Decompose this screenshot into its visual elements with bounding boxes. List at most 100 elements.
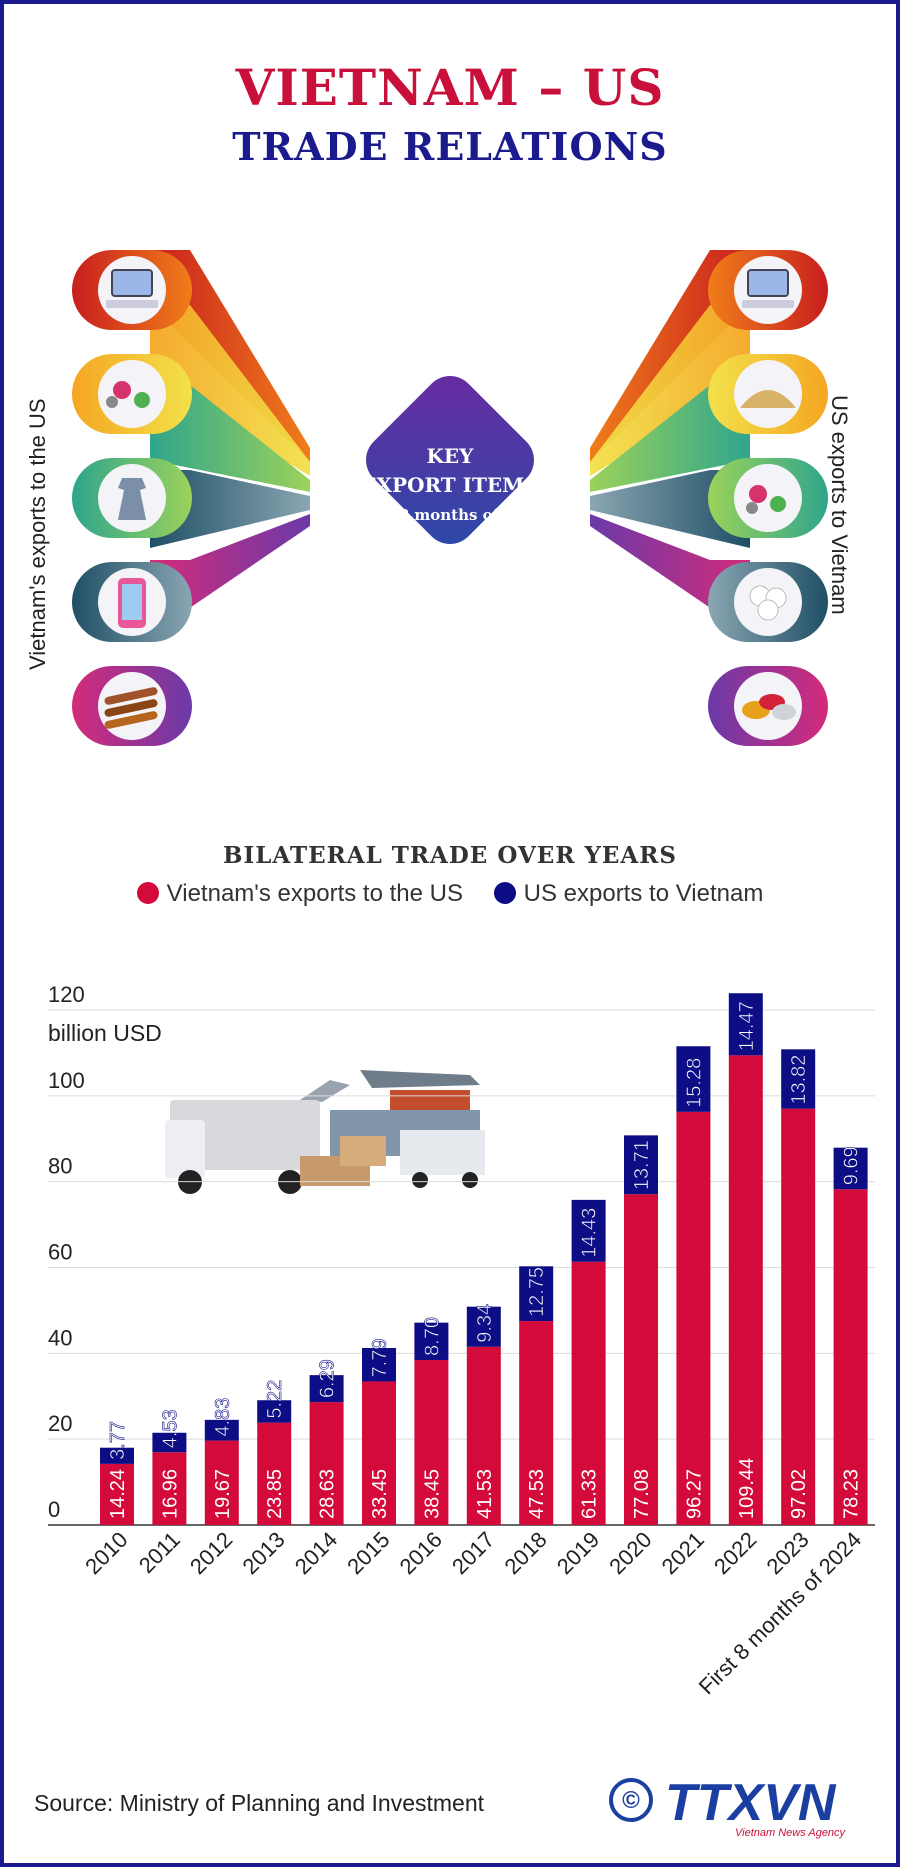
bar-us-exports [152, 1432, 187, 1453]
data-label-vn-exports: 77.08 [631, 1469, 653, 1519]
chart-legend: Vietnam's exports to the US US exports t… [0, 880, 900, 908]
data-label-vn-exports: 33.45 [369, 1469, 391, 1519]
chart-title: BILATERAL TRADE OVER YEARS [223, 842, 677, 869]
bar-us-exports [833, 1147, 868, 1190]
y-tick-label: 20 [48, 1411, 72, 1436]
right-item-cotton [708, 562, 828, 642]
page-title: VIETNAM – US [235, 58, 665, 117]
source-note: Source: Ministry of Planning and Investm… [34, 1790, 485, 1816]
x-tick-label: 2016 [395, 1527, 447, 1579]
bar-vn-exports [728, 1055, 763, 1525]
bar-vn-exports [152, 1452, 187, 1525]
y-tick-label: 40 [48, 1325, 72, 1350]
bar-vn-exports [624, 1194, 658, 1525]
bar-vn-exports [414, 1359, 449, 1525]
bar-us-exports [728, 993, 763, 1056]
legend-dot-red [136, 882, 159, 904]
x-tick-label: 2021 [657, 1527, 709, 1579]
bar-us-exports [100, 1447, 134, 1464]
data-label-us-exports: 8.70 [421, 1317, 443, 1356]
logo-text: TTXVN [665, 1774, 837, 1832]
bar-us-exports [309, 1375, 344, 1403]
bar-vn-exports [571, 1261, 606, 1525]
left-fan-1 [150, 250, 310, 462]
data-label-vn-exports: 97.02 [788, 1469, 810, 1519]
bars: 14.24 3.77 16.96 4.53 19.67 4.83 23.85 5.22 28.6… [100, 993, 868, 1525]
data-label-us-exports: 13.82 [788, 1055, 810, 1105]
bar-us-exports [624, 1135, 658, 1195]
data-label-vn-exports: 61.33 [579, 1469, 601, 1519]
key-export-items-infographic: KEY EXPORT ITEMS First 8 months of 2024 [72, 250, 828, 746]
bar-us-exports [571, 1199, 606, 1262]
right-fan-1 [590, 250, 750, 462]
left-fan-3 [150, 385, 310, 492]
x-tick-label: 2017 [447, 1527, 499, 1579]
data-label-us-exports: 15.28 [683, 1058, 705, 1108]
bar-vn-exports [257, 1422, 292, 1525]
bar-vn-exports [833, 1189, 868, 1525]
right-item-plastic [708, 666, 828, 746]
bar-us-exports [676, 1046, 711, 1112]
y-tick-label: 80 [48, 1154, 72, 1179]
x-tick-label: 2014 [290, 1527, 342, 1579]
y-axis-unit: billion USD [48, 1020, 162, 1046]
center-text-period: First 8 months of 2024 [354, 506, 546, 524]
right-item-computer [708, 250, 828, 330]
data-label-us-exports: 4.53 [159, 1409, 181, 1448]
x-tick-label: 2019 [552, 1527, 604, 1579]
left-item-machinery [72, 354, 192, 434]
data-label-vn-exports: 28.63 [317, 1469, 339, 1519]
left-item-phone [72, 562, 192, 642]
data-label-vn-exports: 109.44 [736, 1458, 758, 1519]
y-tick-labels: 0 20 40 60 80 100 120 [48, 982, 85, 1522]
right-fan-2 [590, 305, 750, 476]
x-tick-label: 2018 [499, 1527, 551, 1579]
bar-vn-exports [519, 1321, 554, 1525]
data-label-us-exports: 9.69 [841, 1146, 863, 1185]
right-item-machinery [708, 458, 828, 538]
data-label-us-exports: 14.47 [736, 1001, 758, 1051]
data-label-vn-exports: 23.85 [264, 1469, 286, 1519]
data-label-us-exports: 4.83 [212, 1398, 234, 1437]
x-tick-label: 2012 [185, 1527, 237, 1579]
bar-vn-exports [466, 1346, 501, 1525]
copyright-circle [609, 1778, 653, 1822]
legend-label-vn-exports: Vietnam's exports to the US [166, 880, 463, 907]
copyright-symbol: © [622, 1787, 640, 1814]
left-item-computer [72, 250, 192, 330]
data-label-vn-exports: 19.67 [212, 1469, 234, 1519]
data-label-us-exports: 5.22 [264, 1380, 286, 1419]
data-label-us-exports: 3.77 [107, 1421, 129, 1460]
bar-vn-exports [676, 1111, 711, 1525]
data-label-us-exports: 14.43 [579, 1208, 601, 1258]
left-item-garment [72, 458, 192, 538]
bar-us-exports [204, 1419, 239, 1441]
center-text-key: KEY [427, 444, 475, 468]
bar-us-exports [362, 1348, 396, 1382]
bar-vn-exports [204, 1440, 239, 1525]
left-fan-2 [150, 305, 310, 476]
legend-label-us-exports: US exports to Vietnam [523, 880, 764, 907]
y-tick-label: 120 [48, 982, 85, 1007]
data-label-us-exports: 6.29 [317, 1359, 339, 1398]
bar-us-exports [466, 1306, 501, 1347]
right-fan-3 [590, 385, 750, 492]
data-label-vn-exports: 96.27 [683, 1469, 705, 1519]
data-label-vn-exports: 47.53 [526, 1469, 548, 1519]
bar-us-exports [257, 1400, 292, 1423]
data-label-vn-exports: 38.45 [421, 1469, 443, 1519]
data-label-vn-exports: 14.24 [107, 1469, 129, 1519]
bar-vn-exports [100, 1463, 134, 1525]
data-label-vn-exports: 16.96 [159, 1469, 181, 1519]
x-tick-label: 2020 [604, 1527, 656, 1579]
legend-dot-blue [493, 882, 516, 904]
data-label-vn-exports: 41.53 [474, 1469, 496, 1519]
bar-us-exports [781, 1049, 816, 1109]
left-item-wood [72, 666, 192, 746]
x-tick-label: 2015 [342, 1527, 394, 1579]
bar-vn-exports [309, 1402, 344, 1525]
legend-item-vn-exports: Vietnam's exports to the US [136, 880, 463, 908]
bilateral-trade-chart: 0 20 40 60 80 100 120 14.24 3.77 16.96 4.53 19.67 4… [48, 982, 875, 1699]
trade-illustration [165, 1070, 485, 1194]
bar-us-exports [414, 1322, 449, 1360]
